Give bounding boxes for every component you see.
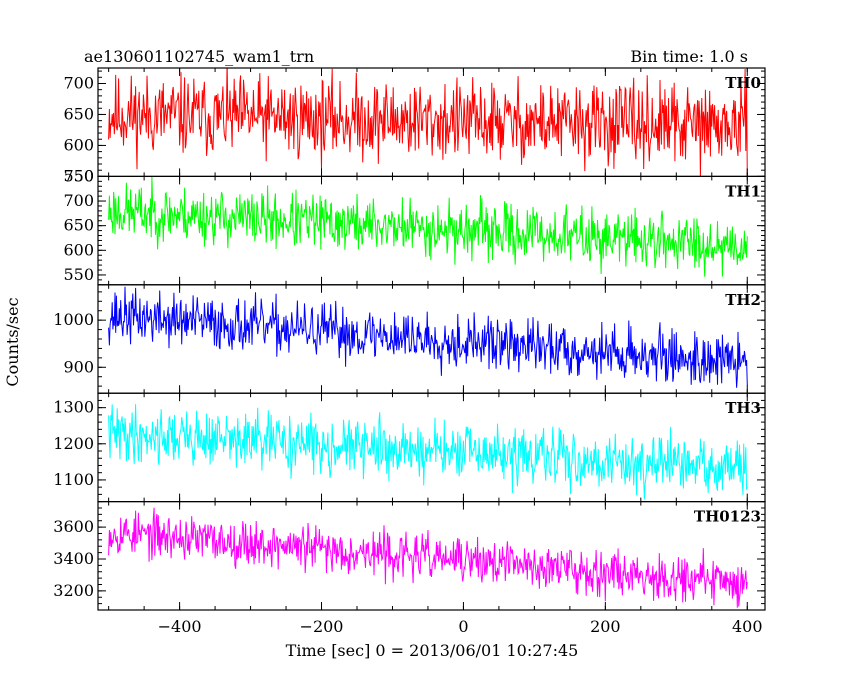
y-tick-label: 650 [63, 104, 94, 123]
y-tick-label: 1200 [53, 434, 94, 453]
x-tick-label: 200 [590, 617, 621, 636]
y-tick-label: 550 [63, 265, 94, 284]
y-tick-label: 600 [63, 135, 94, 154]
series-line-th1 [108, 176, 748, 277]
panels-group: 550 600 650 700 TH0 550 600 650 700 750 TH1 900 1000… [53, 67, 766, 636]
series-line-th2 [108, 286, 748, 388]
x-axis-title: Time [sec] 0 = 2013/06/01 10:27:45 [286, 641, 579, 660]
x-tick-label: 0 [458, 617, 468, 636]
y-tick-label: 700 [63, 73, 94, 92]
y-tick-label: 3400 [53, 549, 94, 568]
y-tick-label: 3600 [53, 517, 94, 536]
series-line-th0123 [108, 507, 748, 608]
panel-label-th0123: TH0123 [694, 508, 761, 526]
y-tick-label: 3200 [53, 581, 94, 600]
y-axis-title: Counts/sec [3, 297, 22, 386]
chart-title: ae130601102745_wam1_trn [84, 47, 314, 66]
panel-label-th0: TH0 [725, 74, 761, 92]
bin-time-label: Bin time: 1.0 s [630, 47, 748, 66]
y-tick-label: 900 [63, 357, 94, 376]
panel-label-th1: TH1 [725, 182, 761, 200]
panel-frame-th1 [97, 175, 766, 286]
series-line-th3 [108, 404, 748, 500]
y-tick-label: 550 [63, 166, 94, 185]
y-tick-label: 1300 [53, 398, 94, 417]
y-tick-label: 650 [63, 216, 94, 235]
y-tick-label: 600 [63, 240, 94, 259]
x-tick-label: −400 [158, 617, 202, 636]
series-line-th0 [108, 68, 748, 177]
y-tick-label: 750 [63, 166, 94, 185]
panel-label-th3: TH3 [725, 399, 761, 417]
y-tick-label: 700 [63, 191, 94, 210]
panel-label-th2: TH2 [725, 291, 761, 309]
x-tick-label: −200 [300, 617, 344, 636]
y-tick-label: 1000 [53, 310, 94, 329]
x-tick-label: 400 [732, 617, 763, 636]
panel-frame-th0123 [97, 501, 766, 611]
y-tick-label: 1100 [53, 470, 94, 489]
